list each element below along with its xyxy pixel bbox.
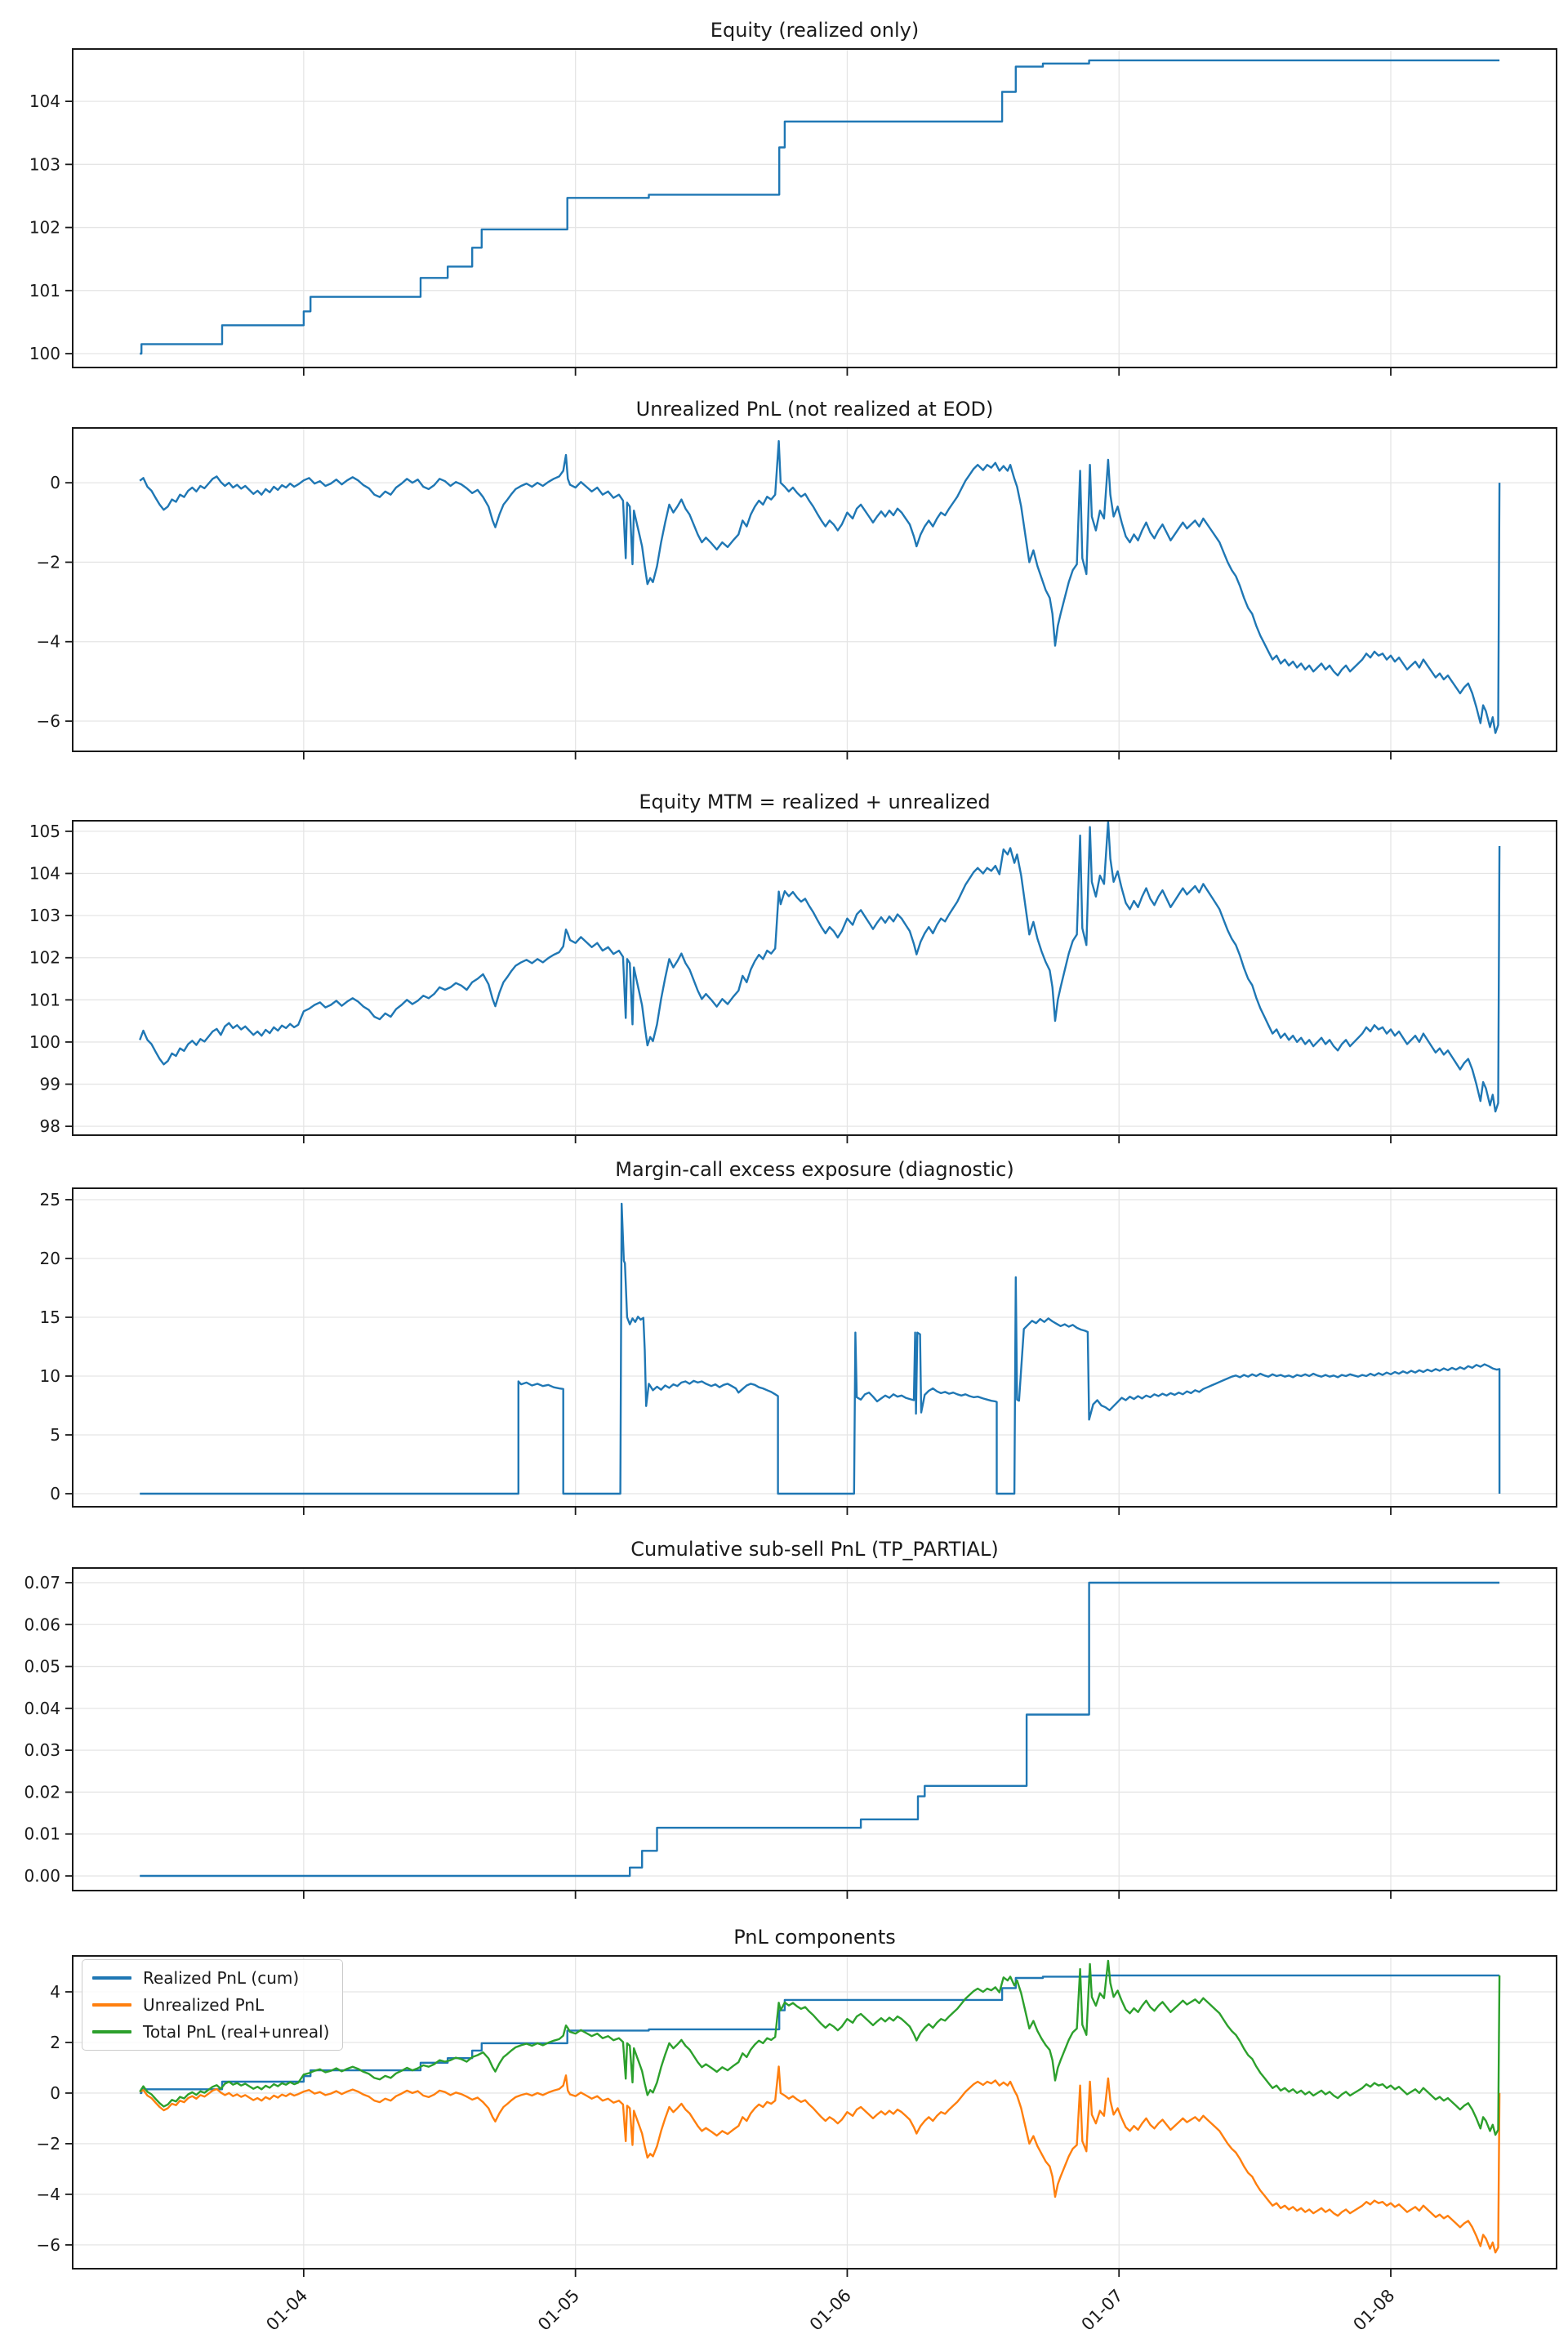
chart-title-margin-call: Margin-call excess exposure (diagnostic) bbox=[615, 1158, 1014, 1181]
y-tick-label: 0.00 bbox=[24, 1866, 60, 1886]
total-pnl-line bbox=[139, 1959, 1501, 2136]
y-tick-label: 101 bbox=[29, 281, 60, 301]
y-tick-label: 5 bbox=[50, 1425, 60, 1445]
chart-unrealized-pnl: −6 −4 −2 0 bbox=[37, 427, 1557, 760]
y-tick-label: 102 bbox=[29, 218, 60, 238]
y-tick-label: −4 bbox=[37, 2185, 60, 2204]
x-tick-label: 01-04 bbox=[262, 2286, 311, 2335]
y-tick-label: 102 bbox=[29, 948, 60, 968]
y-tick-label: 105 bbox=[29, 822, 60, 841]
y-tick-label: 15 bbox=[40, 1307, 60, 1327]
y-tick-label: 0 bbox=[50, 2083, 60, 2103]
grid bbox=[73, 821, 1557, 1135]
chart-equity-realized: 100 101 102 103 104 bbox=[29, 48, 1557, 376]
axes-frame bbox=[72, 820, 1557, 1136]
y-tick-label: −4 bbox=[37, 632, 60, 652]
y-tick-label: 0.05 bbox=[24, 1657, 60, 1677]
y-tick-label: 98 bbox=[40, 1116, 60, 1136]
y-tick-label: 100 bbox=[29, 1032, 60, 1052]
y-tick-label: 101 bbox=[29, 990, 60, 1009]
axes-frame bbox=[72, 427, 1557, 752]
chart-title-unrealized-pnl: Unrealized PnL (not realized at EOD) bbox=[635, 398, 994, 421]
y-tick-label: 20 bbox=[40, 1249, 60, 1268]
equity-mtm-line bbox=[139, 820, 1501, 1113]
grid bbox=[73, 49, 1557, 368]
legend-label: Unrealized PnL bbox=[143, 1995, 265, 2015]
y-tick-label: −6 bbox=[37, 711, 60, 731]
x-tick-label: 01-07 bbox=[1078, 2286, 1127, 2335]
chart-margin-call-excess: 0 5 10 15 20 25 bbox=[40, 1187, 1557, 1515]
y-tick-label: 0.03 bbox=[24, 1740, 60, 1760]
x-tick-label: 01-05 bbox=[534, 2286, 583, 2335]
legend-item-total: Total PnL (real+unreal) bbox=[92, 2022, 329, 2042]
legend-line-sample-green bbox=[92, 2030, 131, 2034]
y-tick-label: −2 bbox=[37, 2134, 60, 2154]
y-tick-label: 104 bbox=[29, 864, 60, 884]
axes-frame bbox=[72, 1187, 1557, 1508]
legend-label: Realized PnL (cum) bbox=[143, 1968, 300, 1988]
x-tick-label: 01-06 bbox=[806, 2286, 855, 2335]
margin-excess-line bbox=[140, 1202, 1501, 1495]
unrealized-pnl-line bbox=[139, 439, 1501, 734]
y-tick-label: 103 bbox=[29, 906, 60, 925]
unrealized-pnl-line bbox=[139, 2065, 1501, 2254]
legend-line-sample-orange bbox=[92, 2003, 131, 2007]
legend-line-sample-blue bbox=[92, 1976, 131, 1980]
y-tick-label: −6 bbox=[37, 2235, 60, 2255]
x-tick-label: 01-08 bbox=[1349, 2286, 1398, 2335]
y-tick-label: 0.07 bbox=[24, 1573, 60, 1592]
chart-title-tp-partial: Cumulative sub-sell PnL (TP_PARTIAL) bbox=[630, 1538, 999, 1561]
y-tick-label: 10 bbox=[40, 1366, 60, 1386]
y-tick-label: 0.01 bbox=[24, 1824, 60, 1844]
y-tick-label: 104 bbox=[29, 91, 60, 111]
chart-tp-partial-cum: 0.00 0.01 0.02 0.03 0.04 0.05 0.06 0.07 bbox=[24, 1567, 1557, 1899]
y-tick-label: 25 bbox=[40, 1190, 60, 1209]
legend-label: Total PnL (real+unreal) bbox=[143, 2022, 330, 2042]
y-tick-label: 0 bbox=[50, 1484, 60, 1503]
legend-item-realized: Realized PnL (cum) bbox=[92, 1968, 329, 1988]
y-tick-label: 4 bbox=[50, 1982, 60, 2002]
y-tick-label: 103 bbox=[29, 154, 60, 174]
axes-frame bbox=[72, 1567, 1557, 1891]
y-tick-label: 0 bbox=[50, 473, 60, 492]
y-tick-label: 100 bbox=[29, 344, 60, 363]
grid bbox=[73, 428, 1557, 751]
legend-item-unrealized: Unrealized PnL bbox=[92, 1995, 329, 2015]
y-tick-label: 0.02 bbox=[24, 1782, 60, 1802]
grid bbox=[73, 1956, 1557, 2269]
chart-title-pnl-components: PnL components bbox=[733, 1926, 896, 1949]
y-tick-label: 99 bbox=[40, 1075, 60, 1094]
y-tick-label: 2 bbox=[50, 2033, 60, 2052]
grid bbox=[73, 1568, 1557, 1891]
chart-equity-mtm: 98 99 100 101 102 103 104 105 bbox=[29, 820, 1557, 1143]
grid bbox=[73, 1188, 1557, 1507]
y-tick-label: −2 bbox=[37, 552, 60, 572]
legend: Realized PnL (cum) Unrealized PnL Total … bbox=[82, 1959, 344, 2051]
y-tick-label: 0.04 bbox=[24, 1699, 60, 1718]
axes-frame bbox=[72, 1955, 1557, 2270]
y-tick-label: 0.06 bbox=[24, 1615, 60, 1634]
axes-frame bbox=[72, 48, 1557, 368]
equity-realized-line bbox=[140, 59, 1500, 355]
tp-partial-line bbox=[140, 1581, 1500, 1878]
chart-title-equity-mtm: Equity MTM = realized + unrealized bbox=[639, 791, 991, 813]
chart-title-equity-realized: Equity (realized only) bbox=[710, 19, 920, 42]
realized-pnl-cum-line bbox=[140, 1974, 1500, 2095]
